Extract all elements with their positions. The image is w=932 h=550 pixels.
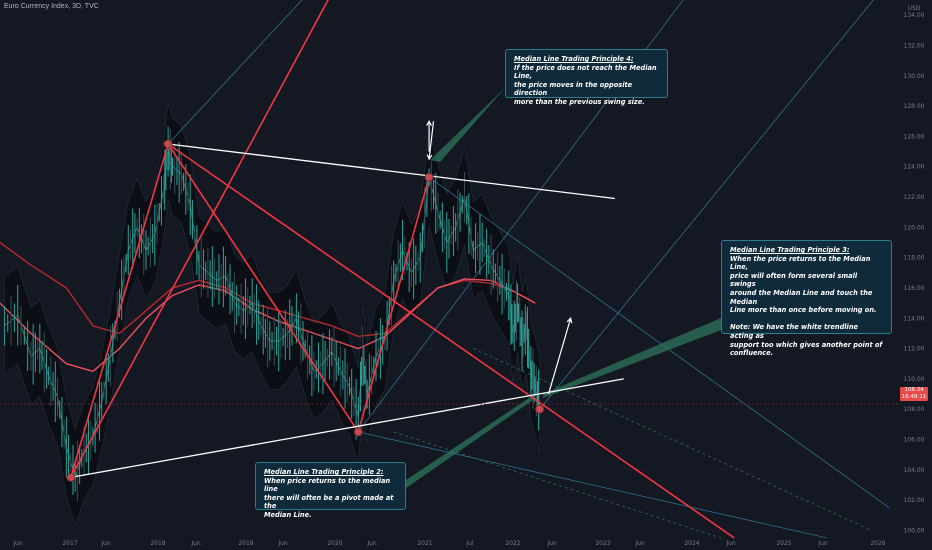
y-tick-label-3: 106.00 bbox=[904, 436, 925, 443]
y-tick-label-13: 126.00 bbox=[904, 133, 925, 140]
x-tick-label-1: 2017 bbox=[62, 540, 77, 547]
x-tick-label-17: 2025 bbox=[776, 540, 791, 547]
y-tick-label-7: 114.00 bbox=[904, 315, 925, 322]
x-tick-label-10: Jul bbox=[465, 540, 474, 547]
pivot-1 bbox=[66, 472, 76, 482]
x-tick-label-8: Jun bbox=[366, 540, 377, 547]
price-band bbox=[4, 103, 541, 527]
pivot-3 bbox=[424, 172, 434, 182]
x-tick-label-0: Jun bbox=[12, 540, 23, 547]
note-principle-3[interactable]: Median Line Trading Principle 3: When th… bbox=[721, 240, 892, 357]
x-tick-label-5: 2019 bbox=[238, 540, 253, 547]
pivot-4 bbox=[535, 404, 545, 414]
x-tick-label-19: 2026 bbox=[870, 540, 885, 547]
pitchfork-line-1 bbox=[70, 0, 329, 478]
note-4-connector bbox=[430, 88, 505, 162]
note-principle-3-title: Median Line Trading Principle 3: bbox=[730, 246, 850, 254]
y-tick-label-17: 134.00 bbox=[904, 12, 925, 19]
x-tick-label-7: 2020 bbox=[327, 540, 342, 547]
y-tick-label-4: 108.00 bbox=[904, 406, 925, 413]
pitchfork-line-4 bbox=[167, 143, 735, 539]
arrow-head-0 bbox=[426, 119, 433, 126]
note-principle-3-body: When the price returns to the Median Lin… bbox=[730, 254, 883, 358]
y-axis-currency: USD bbox=[908, 5, 921, 12]
blue-line-3 bbox=[358, 431, 828, 539]
x-tick-label-15: 2024 bbox=[684, 540, 699, 547]
candle-countdown: 16:48:11 bbox=[901, 394, 927, 400]
arrow-head-1 bbox=[426, 154, 433, 161]
y-tick-label-0: 100.00 bbox=[904, 527, 925, 534]
x-tick-label-6: Jun bbox=[277, 540, 288, 547]
note-principle-2-title: Median Line Trading Principle 2: bbox=[264, 468, 384, 476]
note-2-connector bbox=[406, 396, 536, 488]
x-tick-label-2: Jun bbox=[100, 540, 111, 547]
pitchfork-line-2 bbox=[167, 143, 359, 433]
pivot-2 bbox=[353, 427, 363, 437]
y-tick-label-15: 130.00 bbox=[904, 73, 925, 80]
pitchfork-line-3 bbox=[357, 177, 430, 433]
x-tick-label-4: Jun bbox=[190, 540, 201, 547]
note-principle-4-title: Median Line Trading Principle 4: bbox=[514, 55, 634, 63]
note-principle-4[interactable]: Median Line Trading Principle 4: If the … bbox=[505, 49, 668, 106]
x-tick-label-16: Jun bbox=[725, 540, 736, 547]
y-tick-label-9: 118.00 bbox=[904, 255, 925, 262]
x-tick-label-9: 2021 bbox=[417, 540, 432, 547]
note-3-connector bbox=[543, 318, 721, 398]
y-axis-panel bbox=[898, 0, 932, 550]
pitchfork-line-0 bbox=[70, 143, 169, 478]
arrow-shaft-2 bbox=[547, 318, 572, 395]
y-tick-label-12: 124.00 bbox=[904, 164, 925, 171]
y-tick-label-5: 110.00 bbox=[904, 376, 925, 383]
last-price-tag: 108.34 16:48:11 bbox=[900, 387, 928, 401]
blue-line-2 bbox=[428, 176, 890, 509]
x-tick-label-3: 2018 bbox=[150, 540, 165, 547]
x-tick-label-11: 2022 bbox=[505, 540, 520, 547]
y-tick-label-14: 128.00 bbox=[904, 103, 925, 110]
y-tick-label-11: 122.00 bbox=[904, 194, 925, 201]
y-tick-label-8: 116.00 bbox=[904, 285, 925, 292]
y-tick-label-6: 112.00 bbox=[904, 346, 925, 353]
chart-title: Euro Currency Index, 3D, TVC bbox=[4, 3, 99, 10]
dashed-line-1 bbox=[473, 348, 872, 531]
blue-line-4 bbox=[539, 0, 874, 410]
x-tick-label-18: Jun bbox=[817, 540, 828, 547]
blue-line-0 bbox=[167, 0, 303, 145]
x-tick-label-13: 2023 bbox=[595, 540, 610, 547]
arrow-shaft-1 bbox=[428, 121, 435, 160]
last-price-value: 108.34 bbox=[904, 387, 924, 393]
dashed-line-0 bbox=[393, 431, 722, 539]
trendline-1 bbox=[168, 143, 615, 200]
pivot-0 bbox=[163, 139, 173, 149]
arrow-head-2 bbox=[566, 317, 573, 324]
note-principle-4-body: If the price does not reach the Median L… bbox=[514, 63, 657, 106]
x-tick-label-12: Jun bbox=[546, 540, 557, 547]
y-tick-label-1: 102.00 bbox=[904, 497, 925, 504]
y-tick-label-10: 120.00 bbox=[904, 224, 925, 231]
note-principle-2-body: When price returns to the median line th… bbox=[264, 476, 394, 519]
note-principle-2[interactable]: Median Line Trading Principle 2: When pr… bbox=[255, 462, 406, 519]
y-tick-label-2: 104.00 bbox=[904, 467, 925, 474]
x-tick-label-14: Jun bbox=[634, 540, 645, 547]
trendline-0 bbox=[70, 378, 624, 479]
y-tick-label-16: 132.00 bbox=[904, 42, 925, 49]
